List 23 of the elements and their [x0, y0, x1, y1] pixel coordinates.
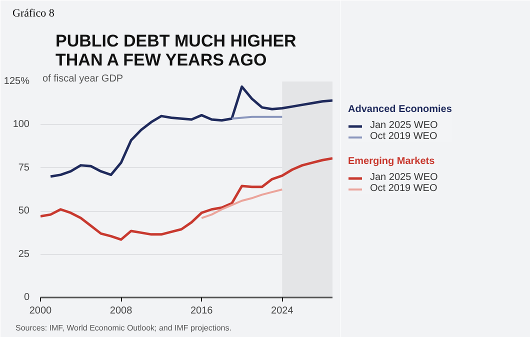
legend-label: Oct 2019 WEO [370, 131, 438, 142]
line-series [200, 188, 284, 220]
y-tick-label: 50 [18, 206, 30, 217]
y-tick-label: 0 [24, 292, 30, 303]
y-axis-title: of fiscal year GDP [42, 74, 124, 84]
line-series [49, 85, 332, 178]
x-tick-label: 2016 [190, 306, 214, 316]
text: Gráfico 8 [12, 8, 55, 20]
legend-label: Jan 2025 WEO [370, 120, 438, 131]
x-tick-label: 2024 [271, 306, 294, 316]
y-tick-label: 100 [12, 119, 30, 130]
x-tick-label: 2008 [110, 306, 133, 316]
x-tick-label: 2000 [29, 306, 52, 316]
line-series [40, 157, 332, 241]
text: Emerging Markets [348, 156, 436, 167]
y-tick-label: 25 [18, 248, 30, 260]
chart-title: PUBLIC DEBT MUCH HIGHER THAN A FEW YEARS AGO [56, 32, 296, 70]
y-tick-label: 75 [18, 162, 30, 174]
y-tick-label: 125% [4, 76, 30, 87]
text: Advanced Economies [348, 104, 452, 115]
legend-label: Oct 2019 WEO [370, 183, 438, 194]
source-note: Sources: IMF, World Economic Outlook; and IMF projections. [16, 324, 232, 332]
legend-label: Jan 2025 WEO [370, 172, 438, 183]
